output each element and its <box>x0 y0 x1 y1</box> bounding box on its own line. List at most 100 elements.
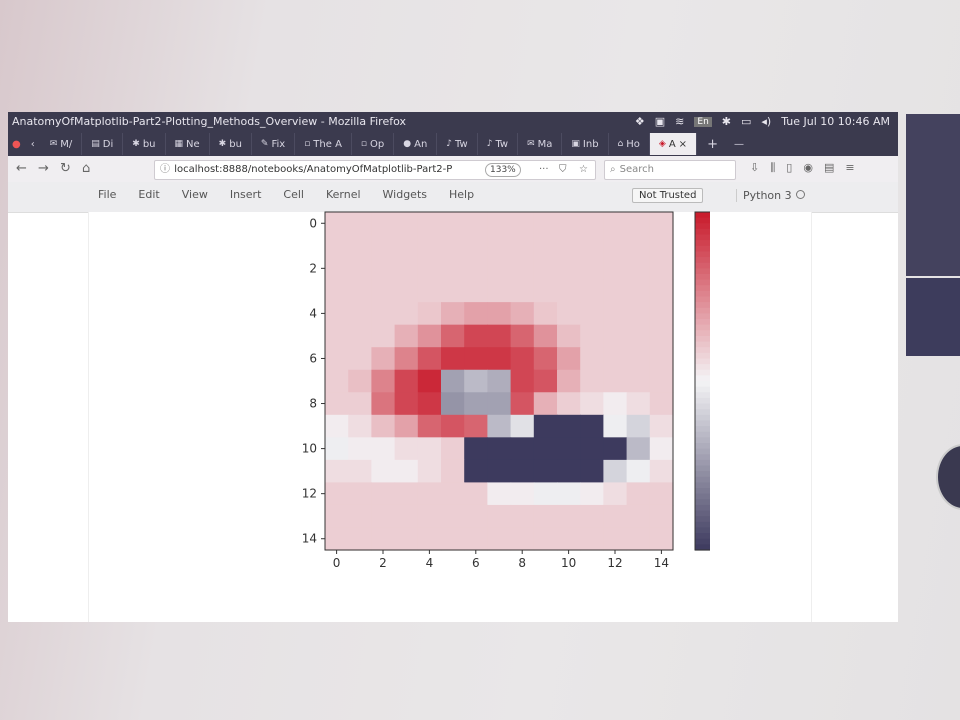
wifi-icon[interactable]: ≋ <box>675 115 685 128</box>
heatmap-cell <box>325 459 349 483</box>
page-actions-icon[interactable]: ··· <box>539 164 549 175</box>
browser-tab[interactable]: ✉ M/ <box>41 133 83 155</box>
browser-tab[interactable]: ✉ Ma <box>518 133 563 155</box>
downloads-icon[interactable]: ⇩ <box>750 161 760 174</box>
heatmap-cell <box>371 437 396 461</box>
monitor-icon[interactable]: ▣ <box>654 115 666 128</box>
account-icon[interactable]: ◉ <box>803 161 813 174</box>
jupyter-icon: ◈ <box>658 139 666 149</box>
home-button[interactable]: ⌂ <box>82 161 91 176</box>
heatmap-cell <box>325 527 349 551</box>
heatmap-cell <box>626 504 651 529</box>
heatmap-cell <box>348 234 372 258</box>
heatmap-cell <box>464 459 488 483</box>
library-icon[interactable]: ⫼ <box>770 161 776 174</box>
menu-item-edit[interactable]: Edit <box>138 188 160 201</box>
heatmap-cell <box>371 279 396 303</box>
browser-tab[interactable]: ✎ Fix <box>252 133 296 155</box>
bookmark-star-icon[interactable]: ☆ <box>579 164 588 175</box>
battery-icon[interactable]: ▭ <box>741 115 752 128</box>
heatmap-cell <box>417 482 442 506</box>
back-arrow-icon[interactable]: ‹ <box>30 138 35 150</box>
url-text[interactable]: localhost:8888/notebooks/AnatomyOfMatplo… <box>174 164 453 175</box>
browser-tab[interactable]: ▫ The A <box>295 133 352 155</box>
pocket-icon[interactable]: ⛉ <box>559 164 567 175</box>
heatmap-cell <box>394 324 419 348</box>
heatmap-cell <box>464 234 488 258</box>
menu-item-cell[interactable]: Cell <box>283 188 304 201</box>
browser-tab[interactable]: ▦ Ne <box>166 133 210 155</box>
menu-item-file[interactable]: File <box>98 188 117 201</box>
browser-tab[interactable]: ◈ A × <box>649 133 698 155</box>
heatmap-cell <box>533 324 558 348</box>
y-tick-label: 8 <box>309 397 317 411</box>
heatmap-cell <box>371 504 396 529</box>
volume-icon[interactable]: ◂) <box>761 115 772 128</box>
heatmap-cell <box>533 392 558 416</box>
heatmap-cell <box>371 482 396 506</box>
menu-icon[interactable]: ≡ <box>845 161 855 174</box>
heatmap-cell <box>557 437 581 461</box>
heatmap-cell <box>441 527 465 551</box>
browser-tab[interactable]: ● An <box>394 133 438 155</box>
heatmap-cell <box>441 257 465 281</box>
colorbar-segment <box>695 409 710 416</box>
colorbar-segment <box>695 347 710 354</box>
info-icon[interactable]: ⓘ <box>160 164 170 175</box>
back-button[interactable]: ← <box>16 161 27 176</box>
heatmap-cell <box>580 369 604 393</box>
heatmap-cell <box>464 437 488 461</box>
reload-button[interactable]: ↻ <box>60 161 71 176</box>
close-tab-icon[interactable]: × <box>678 138 688 150</box>
colorbar-segment <box>695 330 710 337</box>
menu-item-view[interactable]: View <box>181 188 208 201</box>
heatmap-cell <box>557 324 581 348</box>
colorbar-segment <box>695 341 710 348</box>
browser-tab[interactable]: ▣ Inb <box>562 133 609 155</box>
bug-icon: ✱ <box>132 139 140 149</box>
heatmap-cell <box>533 212 558 236</box>
heatmap-cell <box>441 302 465 326</box>
heatmap-cell <box>580 257 604 281</box>
x-tick-label: 6 <box>472 556 480 570</box>
not-trusted-button[interactable]: Not Trusted <box>632 188 704 203</box>
heatmap-cell <box>533 279 558 303</box>
browser-tab[interactable]: ♪ Tw <box>437 133 478 155</box>
browser-tab[interactable]: ✱ bu <box>210 133 252 155</box>
menu-item-widgets[interactable]: Widgets <box>382 188 427 201</box>
menu-item-help[interactable]: Help <box>449 188 475 201</box>
mail-icon: ✉ <box>49 139 58 149</box>
mail-icon: ✉ <box>527 139 535 149</box>
heatmap-cell <box>348 347 372 371</box>
heatmap-cell <box>417 324 442 348</box>
heatmap-cell <box>510 324 535 348</box>
browser-tab[interactable]: ♪ Tw <box>478 133 519 155</box>
colorbar-segment <box>695 431 710 438</box>
address-bar[interactable]: ⓘ localhost:8888/notebooks/AnatomyOfMatp… <box>154 160 596 180</box>
menu-item-insert[interactable]: Insert <box>229 188 262 201</box>
heatmap-cell <box>394 234 419 258</box>
forward-button[interactable]: → <box>38 161 49 176</box>
browser-tab[interactable]: ⌂ Ho <box>609 133 650 155</box>
browser-tab[interactable]: ✱ bu <box>123 133 166 155</box>
browser-tab[interactable]: ▫ Op <box>352 133 395 155</box>
keyboard-layout-badge[interactable]: En <box>694 116 712 127</box>
tab-overflow-button[interactable]: — <box>733 138 744 150</box>
dropbox-icon[interactable]: ❖ <box>634 115 645 128</box>
menu-item-kernel[interactable]: Kernel <box>325 188 361 201</box>
bluetooth-icon[interactable]: ✱ <box>721 115 731 128</box>
zoom-level[interactable]: 133% <box>485 163 521 177</box>
new-tab-button[interactable]: + <box>707 136 718 152</box>
search-input[interactable]: ⌕ Search <box>604 160 736 180</box>
heatmap-cell <box>580 234 604 258</box>
heatmap-cell <box>510 257 535 281</box>
tab-label: Inb <box>582 138 599 150</box>
heatmap-cell <box>580 279 604 303</box>
sidebar-icon[interactable]: ▯ <box>786 161 793 174</box>
browser-tab[interactable]: ▤ Di <box>82 133 124 155</box>
extension-icon[interactable]: ▤ <box>823 161 835 174</box>
heatmap-cell <box>441 482 465 506</box>
colorbar-segment <box>695 544 710 551</box>
clock[interactable]: Tue Jul 10 10:46 AM <box>781 115 890 128</box>
kernel-indicator[interactable]: Python 3 <box>736 189 805 202</box>
